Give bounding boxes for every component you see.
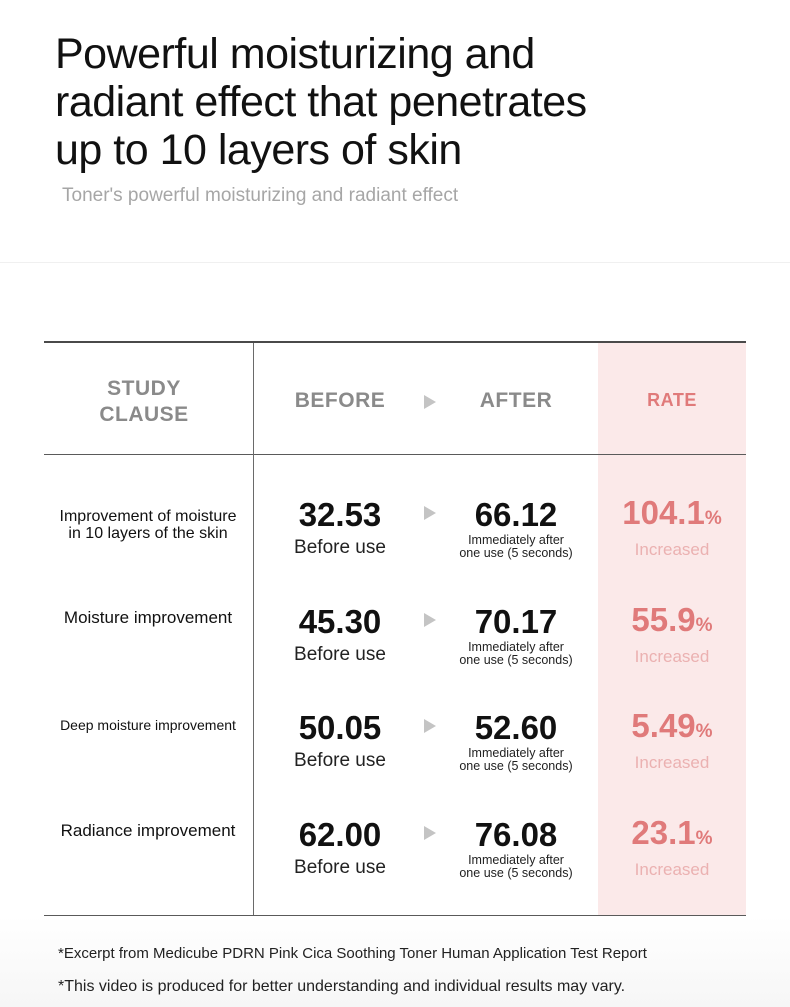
- rate-number: 55.9: [631, 601, 696, 638]
- after-label: Immediately after one use (5 seconds): [436, 641, 596, 667]
- triangle-right-icon: [424, 719, 436, 733]
- rate-number: 5.49: [631, 707, 696, 744]
- rate-label: Increased: [634, 753, 710, 772]
- study-clause: Moisture improvement: [44, 608, 252, 628]
- before-label: Before use: [294, 537, 386, 558]
- after-label-line-1: Immediately after: [468, 853, 564, 867]
- headline-line-1: Powerful moisturizing and: [55, 30, 535, 78]
- before-label: Before use: [294, 644, 386, 665]
- after-label: Immediately after one use (5 seconds): [436, 747, 596, 773]
- after-value: 66.12: [474, 496, 558, 533]
- triangle-right-icon: [424, 506, 436, 520]
- before-label: Before use: [294, 750, 386, 771]
- before-value: 62.00: [298, 816, 382, 853]
- after-label: Immediately after one use (5 seconds): [436, 534, 596, 560]
- before-value: 45.30: [298, 603, 382, 640]
- after-label: Immediately after one use (5 seconds): [436, 854, 596, 880]
- before-value: 50.05: [298, 709, 382, 746]
- after-value: 70.17: [474, 603, 558, 640]
- headline-line-3: up to 10 layers of skin: [55, 126, 462, 174]
- study-clause-line-1: Deep moisture improvement: [60, 717, 236, 733]
- rate-label: Increased: [634, 647, 710, 666]
- rate-value: 104.1%: [598, 494, 746, 532]
- table-header-rule: [44, 454, 746, 455]
- headline: Powerful moisturizing and radiant effect…: [55, 30, 755, 174]
- rate-column-background: [598, 343, 746, 916]
- table-top-rule: [44, 341, 746, 343]
- footnote-disclaimer: *This video is produced for better under…: [58, 978, 626, 995]
- rate-label: Increased: [634, 540, 710, 559]
- header-before: BEFORE: [294, 389, 386, 412]
- after-label-line-1: Immediately after: [468, 746, 564, 760]
- before-label: Before use: [294, 857, 386, 878]
- rate-value: 55.9%: [598, 601, 746, 639]
- after-label-line-2: one use (5 seconds): [459, 759, 573, 773]
- section-divider: [0, 262, 790, 263]
- header-rate: RATE: [647, 390, 697, 410]
- table-row: Deep moisture improvement 50.05 Before u…: [0, 704, 790, 804]
- study-clause-line-1: Radiance improvement: [60, 821, 236, 840]
- after-label-line-2: one use (5 seconds): [459, 653, 573, 667]
- rate-label: Increased: [634, 860, 710, 879]
- after-label-line-1: Immediately after: [468, 640, 564, 654]
- study-clause: Radiance improvement: [44, 821, 252, 841]
- header-study-line-2: CLAUSE: [99, 403, 189, 426]
- header-study-line-1: STUDY: [107, 377, 181, 400]
- triangle-right-icon: [424, 826, 436, 840]
- study-clause-line-2: in 10 layers of the skin: [68, 525, 228, 542]
- table-column-divider: [253, 343, 254, 915]
- headline-line-2: radiant effect that penetrates: [55, 78, 587, 126]
- footnote-source: *Excerpt from Medicube PDRN Pink Cica So…: [58, 945, 647, 962]
- after-label-line-2: one use (5 seconds): [459, 866, 573, 880]
- table-row: Improvement of moisture in 10 layers of …: [0, 490, 790, 590]
- study-clause: Deep moisture improvement: [44, 717, 252, 734]
- rate-percent: %: [695, 828, 713, 849]
- study-clause-line-1: Improvement of moisture: [59, 508, 237, 525]
- rate-value: 23.1%: [598, 814, 746, 852]
- triangle-right-icon: [424, 613, 436, 627]
- header-study-clause: STUDY CLAUSE: [60, 376, 228, 428]
- before-value: 32.53: [298, 496, 382, 533]
- rate-percent: %: [695, 721, 713, 742]
- rate-percent: %: [704, 508, 722, 529]
- after-value: 52.60: [474, 709, 558, 746]
- table-row: Radiance improvement 62.00 Before use 76…: [0, 811, 790, 911]
- rate-percent: %: [695, 615, 713, 636]
- rate-number: 104.1: [622, 494, 705, 531]
- footer-background: [0, 916, 790, 1007]
- after-label-line-1: Immediately after: [468, 533, 564, 547]
- table-bottom-rule: [44, 915, 746, 916]
- rate-number: 23.1: [631, 814, 696, 851]
- study-clause: Improvement of moisture in 10 layers of …: [44, 508, 252, 542]
- after-label-line-2: one use (5 seconds): [459, 546, 573, 560]
- rate-value: 5.49%: [598, 707, 746, 745]
- after-value: 76.08: [474, 816, 558, 853]
- triangle-right-icon: [424, 395, 436, 409]
- header-after: AFTER: [479, 389, 553, 412]
- study-clause-line-1: Moisture improvement: [63, 608, 233, 627]
- table-row: Moisture improvement 45.30 Before use 70…: [0, 597, 790, 697]
- subheadline: Toner's powerful moisturizing and radian…: [62, 185, 459, 206]
